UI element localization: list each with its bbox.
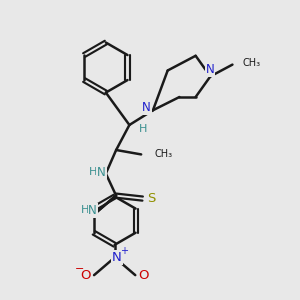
Text: N: N bbox=[206, 63, 215, 76]
Text: +: + bbox=[120, 246, 128, 256]
Text: CH₃: CH₃ bbox=[243, 58, 261, 68]
Text: CH₃: CH₃ bbox=[154, 149, 172, 159]
Text: O: O bbox=[81, 268, 91, 282]
Text: S: S bbox=[147, 192, 155, 205]
Text: H: H bbox=[80, 206, 89, 215]
Text: −: − bbox=[75, 264, 84, 274]
Text: O: O bbox=[138, 268, 149, 282]
Text: N: N bbox=[88, 204, 97, 217]
Text: H: H bbox=[89, 167, 98, 177]
Text: N: N bbox=[97, 166, 106, 178]
Text: H: H bbox=[139, 124, 147, 134]
Text: N: N bbox=[142, 101, 151, 114]
Text: N: N bbox=[112, 251, 122, 264]
